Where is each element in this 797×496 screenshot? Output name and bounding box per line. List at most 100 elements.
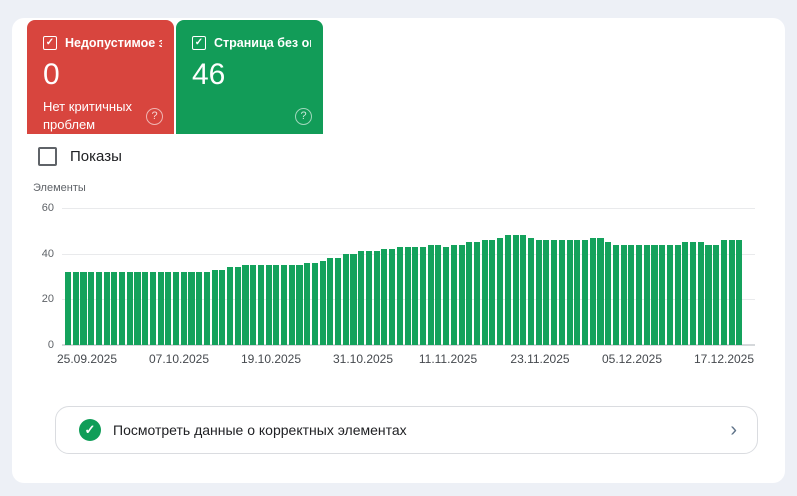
bar-28[interactable] xyxy=(281,265,288,345)
bar-67[interactable] xyxy=(581,239,589,345)
bar-47[interactable] xyxy=(427,244,434,345)
bar-17[interactable] xyxy=(196,271,203,345)
bar-41[interactable] xyxy=(381,249,388,345)
bar-84[interactable] xyxy=(713,244,720,345)
bar-44[interactable] xyxy=(404,246,411,345)
bar-14[interactable] xyxy=(173,271,180,345)
checkbox-checked-icon[interactable]: ✓ xyxy=(192,36,206,50)
bar-25[interactable] xyxy=(257,265,264,345)
bar-69[interactable] xyxy=(597,237,604,345)
card-critical-issues[interactable]: ✓ Недопустимое з… 0 Нет критичных пробле… xyxy=(27,20,174,134)
bar-15[interactable] xyxy=(180,271,187,345)
bar-1[interactable] xyxy=(72,271,79,345)
bar-29[interactable] xyxy=(288,265,295,345)
bar-30[interactable] xyxy=(296,265,303,345)
bar-87[interactable] xyxy=(736,239,743,345)
bar-57[interactable] xyxy=(504,235,511,345)
bar-79[interactable] xyxy=(674,244,681,345)
bar-60[interactable] xyxy=(527,237,535,345)
bar-18[interactable] xyxy=(203,271,210,345)
bar-20[interactable] xyxy=(219,269,226,345)
bar-40[interactable] xyxy=(373,251,380,345)
bar-36[interactable] xyxy=(342,253,349,345)
bar-81[interactable] xyxy=(689,242,697,345)
bar-13[interactable] xyxy=(165,271,172,345)
bar-23[interactable] xyxy=(242,265,249,345)
bar-83[interactable] xyxy=(705,244,712,345)
bar-70[interactable] xyxy=(605,242,612,345)
view-valid-items-link[interactable]: ✓ Посмотреть данные о корректных элемент… xyxy=(55,406,758,454)
bar-32[interactable] xyxy=(311,262,319,345)
bar-26[interactable] xyxy=(265,265,272,345)
bar-31[interactable] xyxy=(304,262,311,345)
bar-68[interactable] xyxy=(589,237,596,345)
bar-9[interactable] xyxy=(134,271,141,345)
bar-2[interactable] xyxy=(80,271,87,345)
bar-5[interactable] xyxy=(103,271,110,345)
bar-48[interactable] xyxy=(435,244,442,345)
bar-35[interactable] xyxy=(335,258,342,345)
bar-52[interactable] xyxy=(466,242,473,345)
bar-0[interactable] xyxy=(65,271,72,345)
bar-72[interactable] xyxy=(620,244,627,345)
bar-16[interactable] xyxy=(188,271,195,345)
bar-76[interactable] xyxy=(651,244,658,345)
bar-85[interactable] xyxy=(720,239,727,345)
bar-65[interactable] xyxy=(566,239,573,345)
bar-56[interactable] xyxy=(497,237,504,345)
bar-53[interactable] xyxy=(473,242,481,345)
bar-61[interactable] xyxy=(535,239,542,345)
bar-34[interactable] xyxy=(327,258,334,345)
bar-49[interactable] xyxy=(443,246,450,345)
bar-24[interactable] xyxy=(250,265,257,345)
bar-75[interactable] xyxy=(643,244,650,345)
help-icon[interactable]: ? xyxy=(295,108,312,125)
bar-45[interactable] xyxy=(412,246,419,345)
bar-55[interactable] xyxy=(489,239,496,345)
bar-50[interactable] xyxy=(450,244,457,345)
y-axis-title: Элементы xyxy=(33,182,86,194)
bar-19[interactable] xyxy=(211,269,218,345)
bar-10[interactable] xyxy=(142,271,149,345)
bar-78[interactable] xyxy=(666,244,673,345)
bar-42[interactable] xyxy=(389,249,396,345)
bar-33[interactable] xyxy=(319,260,326,345)
bar-8[interactable] xyxy=(126,271,133,345)
bar-73[interactable] xyxy=(628,244,635,345)
bar-86[interactable] xyxy=(728,239,735,345)
bar-63[interactable] xyxy=(551,239,558,345)
bar-22[interactable] xyxy=(234,267,241,345)
bar-38[interactable] xyxy=(358,251,365,345)
checkbox-checked-icon[interactable]: ✓ xyxy=(43,36,57,50)
bar-3[interactable] xyxy=(88,271,95,345)
card-valid-pages[interactable]: ✓ Страница без ош… 46 ? xyxy=(176,20,323,134)
bar-80[interactable] xyxy=(682,242,689,345)
bar-27[interactable] xyxy=(273,265,280,345)
bar-66[interactable] xyxy=(574,239,581,345)
bar-71[interactable] xyxy=(612,244,619,345)
bar-4[interactable] xyxy=(95,271,102,345)
bar-74[interactable] xyxy=(635,244,643,345)
bar-43[interactable] xyxy=(396,246,403,345)
impressions-toggle[interactable]: Показы xyxy=(38,147,122,166)
bar-21[interactable] xyxy=(227,267,234,345)
help-icon[interactable]: ? xyxy=(146,108,163,125)
bar-62[interactable] xyxy=(543,239,550,345)
bar-39[interactable] xyxy=(365,251,373,345)
bar-6[interactable] xyxy=(111,271,118,345)
bar-7[interactable] xyxy=(119,271,126,345)
bar-59[interactable] xyxy=(520,235,527,345)
bar-58[interactable] xyxy=(512,235,519,345)
bar-12[interactable] xyxy=(157,271,164,345)
bar-54[interactable] xyxy=(481,239,488,345)
bar-46[interactable] xyxy=(419,246,427,345)
x-axis-tick-label: 25.09.2025 xyxy=(56,352,118,366)
bar-77[interactable] xyxy=(659,244,666,345)
bar-51[interactable] xyxy=(458,244,465,345)
bar-37[interactable] xyxy=(350,253,357,345)
chevron-right-icon[interactable]: › xyxy=(730,419,737,441)
bar-64[interactable] xyxy=(558,239,565,345)
checkbox-unchecked-icon[interactable] xyxy=(38,147,57,166)
bar-11[interactable] xyxy=(149,271,156,345)
bar-82[interactable] xyxy=(697,242,704,345)
